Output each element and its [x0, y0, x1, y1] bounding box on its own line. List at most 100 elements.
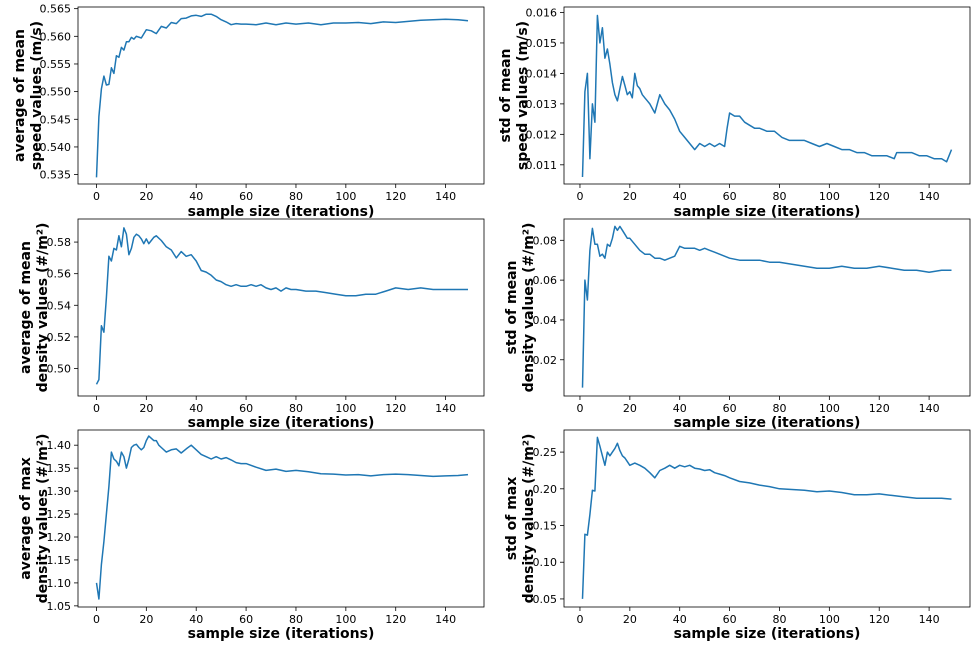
y-axis-label-line-1: average of max — [18, 457, 34, 579]
y-tick-label: 0.540 — [40, 141, 72, 154]
y-axis-label-line-1: std of mean — [504, 260, 520, 354]
x-tick-label: 120 — [385, 190, 406, 203]
y-tick-label: 1.25 — [47, 508, 72, 521]
x-tick-label: 140 — [919, 190, 940, 203]
x-tick-label: 40 — [189, 613, 203, 626]
chart-panel-2: 0 20 40 60 80 100 120 140 0.011 0.012 0.013 0.014 0.… — [498, 6, 971, 220]
y-tick-label: 0.545 — [40, 113, 72, 126]
chart-panel-5: 0 20 40 60 80 100 120 140 1.05 1.10 1.15 1.20 1.25 1.… — [18, 429, 485, 642]
series-line — [581, 225, 952, 388]
y-tick-label: 1.35 — [47, 462, 72, 475]
x-tick-label: 20 — [139, 402, 153, 415]
plot-frame — [563, 429, 971, 608]
x-tick-label: 140 — [919, 402, 940, 415]
x-tick-label: 120 — [385, 613, 406, 626]
y-tick-label: 0.08 — [533, 234, 558, 247]
y-tick-label: 0.15 — [533, 520, 558, 533]
y-tick-label: 0.015 — [526, 37, 558, 50]
y-tick-label: 1.05 — [47, 600, 72, 613]
chart-panel-1: 0 20 40 60 80 100 120 140 0.535 0.540 0.545 0.550 0.… — [12, 3, 485, 220]
x-tick-label: 120 — [869, 402, 890, 415]
x-tick-label: 120 — [869, 613, 890, 626]
x-tick-label: 0 — [576, 402, 583, 415]
y-axis-label-line-2: density values (#/m²) — [35, 223, 51, 393]
x-tick-label: 100 — [335, 613, 356, 626]
x-tick-label: 80 — [772, 402, 786, 415]
y-tick-label: 0.06 — [533, 274, 558, 287]
y-axis-label-line-1: std of mean — [498, 48, 514, 142]
x-tick-label: 100 — [335, 190, 356, 203]
x-tick-label: 140 — [919, 613, 940, 626]
x-tick-label: 100 — [819, 190, 840, 203]
x-tick-label: 40 — [673, 613, 687, 626]
y-tick-label: 0.011 — [526, 159, 558, 172]
y-tick-label: 0.550 — [40, 86, 72, 99]
y-tick-label: 0.04 — [533, 314, 558, 327]
y-tick-label: 0.25 — [533, 446, 558, 459]
x-tick-label: 20 — [623, 190, 637, 203]
plot-frame — [77, 218, 485, 397]
x-tick-label: 80 — [289, 402, 303, 415]
x-tick-label: 60 — [239, 190, 253, 203]
plot-frame — [77, 6, 485, 185]
x-axis-label: sample size (iterations) — [188, 626, 375, 642]
series-line — [95, 13, 469, 178]
y-tick-label: 1.30 — [47, 485, 72, 498]
y-tick-label: 0.016 — [526, 6, 558, 19]
y-axis-label-line-2: density values (#/m²) — [35, 434, 51, 604]
x-tick-label: 60 — [723, 613, 737, 626]
y-axis-label-line-2: density values (#/m²) — [521, 434, 537, 604]
x-tick-label: 20 — [139, 613, 153, 626]
y-tick-label: 0.02 — [533, 354, 558, 367]
x-tick-label: 0 — [576, 613, 583, 626]
y-tick-label: 0.10 — [533, 556, 558, 569]
y-tick-label: 1.20 — [47, 531, 72, 544]
y-tick-label: 0.50 — [47, 363, 72, 376]
x-tick-label: 120 — [869, 190, 890, 203]
x-tick-label: 40 — [673, 402, 687, 415]
plot-frame — [563, 6, 971, 185]
x-axis-label: sample size (iterations) — [674, 626, 861, 642]
y-tick-label: 0.012 — [526, 128, 558, 141]
y-tick-label: 0.52 — [47, 331, 72, 344]
y-tick-label: 0.535 — [40, 169, 72, 182]
x-axis-label: sample size (iterations) — [674, 204, 861, 220]
y-tick-label: 0.54 — [47, 299, 72, 312]
y-tick-label: 0.560 — [40, 30, 72, 43]
y-tick-label: 0.013 — [526, 98, 558, 111]
x-tick-label: 80 — [289, 190, 303, 203]
x-tick-label: 60 — [239, 402, 253, 415]
x-tick-label: 60 — [723, 402, 737, 415]
series-line — [95, 435, 469, 600]
y-axis-label-line-2: speed values (m/s) — [515, 21, 531, 170]
x-tick-label: 80 — [772, 613, 786, 626]
x-tick-label: 20 — [623, 402, 637, 415]
y-tick-label: 1.10 — [47, 577, 72, 590]
y-tick-label: 0.58 — [47, 236, 72, 249]
y-tick-label: 0.555 — [40, 58, 72, 71]
chart-panel-6: 0 20 40 60 80 100 120 140 0.05 0.10 0.15 0.20 0.25 sa… — [504, 429, 971, 642]
x-tick-label: 40 — [673, 190, 687, 203]
chart-panel-3: 0 20 40 60 80 100 120 140 0.50 0.52 0.54 0.56 0.58 sa… — [18, 218, 485, 431]
y-axis-label-line-1: std of max — [504, 477, 520, 561]
x-tick-label: 20 — [139, 190, 153, 203]
chart-panel-4: 0 20 40 60 80 100 120 140 0.02 0.04 0.06 0.08 sample… — [504, 218, 971, 431]
y-tick-label: 0.05 — [533, 593, 558, 606]
y-tick-label: 0.014 — [526, 67, 558, 80]
y-tick-label: 0.20 — [533, 483, 558, 496]
x-tick-label: 40 — [189, 402, 203, 415]
x-tick-label: 120 — [385, 402, 406, 415]
y-tick-label: 0.56 — [47, 268, 72, 281]
x-tick-label: 100 — [819, 402, 840, 415]
x-tick-label: 0 — [576, 190, 583, 203]
x-tick-label: 140 — [435, 613, 456, 626]
y-axis-label-line-2: density values (#/m²) — [521, 223, 537, 393]
x-axis-label: sample size (iterations) — [188, 204, 375, 220]
y-axis-label-line-2: speed values (m/s) — [29, 21, 45, 170]
y-tick-label: 1.15 — [47, 554, 72, 567]
x-tick-label: 100 — [819, 613, 840, 626]
y-axis-label-line-1: average of mean — [12, 29, 28, 162]
plot-frame — [563, 218, 971, 397]
x-tick-label: 100 — [335, 402, 356, 415]
